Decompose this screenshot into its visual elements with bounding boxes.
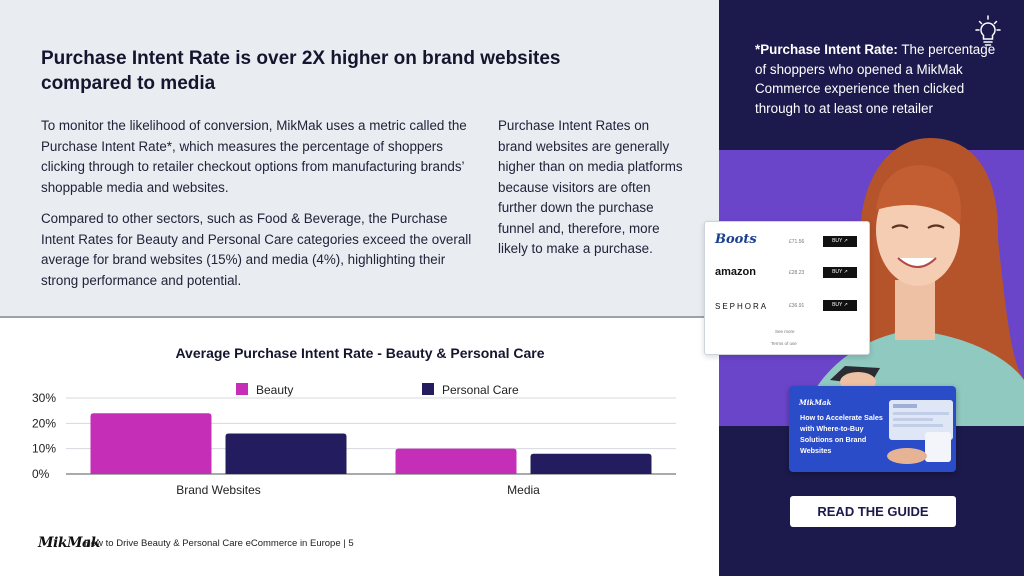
bar-beauty [395, 448, 517, 474]
y-tick-label: 10% [32, 442, 56, 456]
retailer-row[interactable]: SEPHORA £36.91 BUY ↗ [715, 296, 860, 318]
bar-personal-care [530, 453, 652, 474]
page-title: Purchase Intent Rate is over 2X higher o… [41, 48, 561, 94]
chart-title: Average Purchase Intent Rate - Beauty & … [175, 345, 544, 361]
guide-dashboard-graphic [887, 400, 953, 464]
retailer-price: £71.56 [789, 239, 805, 245]
lightbulb-icon [975, 15, 1001, 46]
buy-label: BUY [832, 302, 843, 308]
legend-label: Beauty [256, 383, 293, 397]
intro-paragraph-2: Compared to other sectors, such as Food … [41, 211, 472, 288]
terms-link[interactable]: Terms of use [771, 341, 797, 346]
retailer-widget: Boots £71.56 BUY ↗ amazon £28.23 BUY ↗ S… [704, 221, 870, 355]
footer-text: How to Drive Beauty & Personal Care eCom… [84, 538, 354, 549]
intro-paragraph-1: To monitor the likelihood of conversion,… [41, 118, 467, 195]
y-tick-label: 0% [32, 467, 50, 481]
guide-title: How to Accelerate Sales with Where-to-Bu… [800, 413, 883, 455]
buy-label: BUY [832, 238, 843, 244]
y-tick-label: 20% [32, 416, 56, 430]
legend-swatch [422, 383, 434, 395]
retailer-name: Boots [715, 232, 757, 247]
guide-logo: MikMak [799, 398, 832, 407]
bar-personal-care [225, 433, 347, 474]
bar-beauty [90, 413, 212, 474]
legend-label: Personal Care [442, 383, 519, 397]
purchase-intent-chart: Average Purchase Intent Rate - Beauty & … [32, 345, 676, 497]
footer-logo: MikMak [38, 535, 100, 551]
retailer-row[interactable]: amazon £28.23 BUY ↗ [715, 263, 860, 285]
section-divider [0, 316, 719, 318]
x-tick-label: Brand Websites [176, 483, 261, 497]
x-tick-label: Media [507, 483, 540, 497]
legend-swatch [236, 383, 248, 395]
retailer-row[interactable]: Boots £71.56 BUY ↗ [715, 232, 860, 254]
y-tick-label: 30% [32, 391, 56, 405]
retailer-price: £28.23 [789, 270, 805, 276]
buy-button[interactable]: BUY ↗ [823, 300, 857, 311]
intro-panel [0, 0, 719, 317]
side-paragraph: Purchase Intent Rates on brand websites … [498, 118, 683, 256]
guide-cover[interactable]: MikMak How to Accelerate Sales with Wher… [789, 386, 956, 472]
definition-body: The percentage of shoppers who opened a … [755, 42, 996, 116]
buy-button[interactable]: BUY ↗ [823, 236, 857, 247]
buy-label: BUY [832, 269, 843, 275]
retailer-name: SEPHORA [715, 302, 769, 311]
buy-button[interactable]: BUY ↗ [823, 267, 857, 278]
definition-term: *Purchase Intent Rate: [755, 42, 898, 57]
retailer-name: amazon [715, 266, 756, 278]
retailer-price: £36.91 [789, 303, 805, 309]
read-guide-button[interactable]: READ THE GUIDE [790, 496, 956, 527]
see-more-link[interactable]: See more [775, 329, 795, 334]
definition-text: *Purchase Intent Rate: The percentage of… [755, 40, 1005, 118]
